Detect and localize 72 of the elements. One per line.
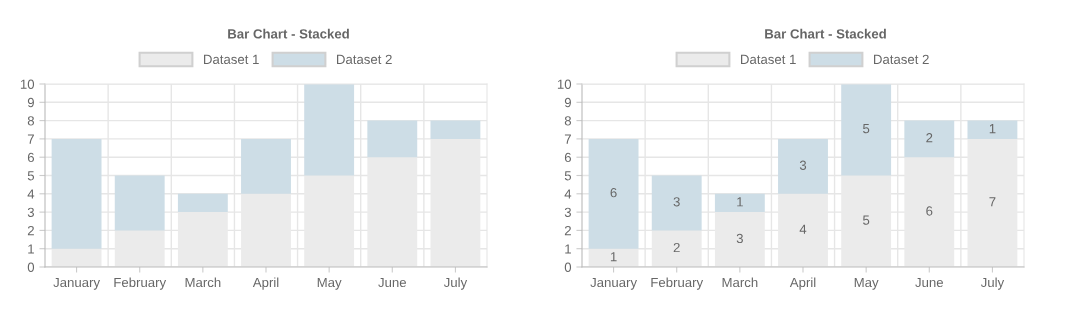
y-tick-label: 4 [564,189,572,199]
bar [651,175,702,231]
data-label: 6 [610,188,617,198]
x-tick-label: May [854,277,879,290]
data-label: 5 [863,124,870,134]
bar [778,138,828,194]
data-label: 4 [799,224,807,234]
x-tick-label: June [915,277,944,288]
x-tick-label: January [590,277,638,290]
legend-label: Dataset 2 [337,54,392,65]
y-tick-label: 7 [27,134,34,144]
legend-label: Dataset 1 [741,54,796,65]
data-label: 3 [673,197,680,207]
y-tick-label: 3 [564,207,571,218]
x-tick-label: March [722,277,758,288]
bar [241,138,291,194]
chart-title: Bar Chart - Stacked [228,28,349,39]
y-tick-label: 10 [20,79,35,89]
x-tick-label: February [651,277,704,290]
data-label: 3 [736,233,743,244]
x-tick-label: April [789,277,816,290]
y-tick-label: 6 [564,152,571,163]
bar [904,120,955,158]
y-tick-label: 1 [28,244,34,254]
bar [114,175,165,231]
data-label: 5 [863,215,870,225]
y-tick-label: 8 [564,116,572,126]
x-tick-label: July [980,277,1005,290]
legend-label: Dataset 2 [874,54,929,65]
bar [430,120,481,139]
x-tick-label: March [185,277,221,288]
y-tick-label: 2 [27,225,34,236]
bar [51,138,102,249]
y-tick-label: 2 [564,225,571,236]
y-tick-label: 5 [27,171,35,181]
y-tick-label: 5 [564,171,572,181]
bar [304,84,355,176]
bar [177,193,228,213]
y-tick-label: 9 [564,97,571,108]
y-tick-label: 0 [564,262,572,272]
x-tick-label: May [317,277,342,290]
bar [588,248,639,267]
x-tick-label: January [53,277,101,290]
bar [588,138,639,249]
bar [841,84,892,176]
bar [714,193,765,213]
x-tick-label: February [114,277,167,290]
bar [367,120,418,158]
data-label: 3 [799,160,807,170]
y-tick-label: 7 [564,134,571,144]
data-label: 1 [737,197,743,207]
data-label: 6 [926,206,933,216]
data-label: 7 [989,197,996,207]
data-label: 1 [989,124,996,134]
legend-label: Dataset 1 [204,54,259,65]
y-tick-label: 6 [27,152,34,163]
data-label: 2 [673,242,680,253]
x-tick-label: June [378,277,407,288]
y-tick-label: 1 [565,244,571,254]
x-tick-label: July [443,277,468,290]
bar [51,248,102,267]
y-tick-label: 0 [27,262,35,272]
y-tick-label: 8 [27,116,35,126]
y-tick-label: 10 [557,79,572,89]
y-tick-label: 9 [27,97,34,108]
y-tick-label: 4 [27,189,35,199]
y-tick-label: 3 [27,207,34,218]
chart-title: Bar Chart - Stacked [765,28,886,39]
x-tick-label: April [252,277,279,290]
data-label: 2 [926,133,933,143]
bar [967,120,1018,139]
data-label: 1 [610,252,617,262]
